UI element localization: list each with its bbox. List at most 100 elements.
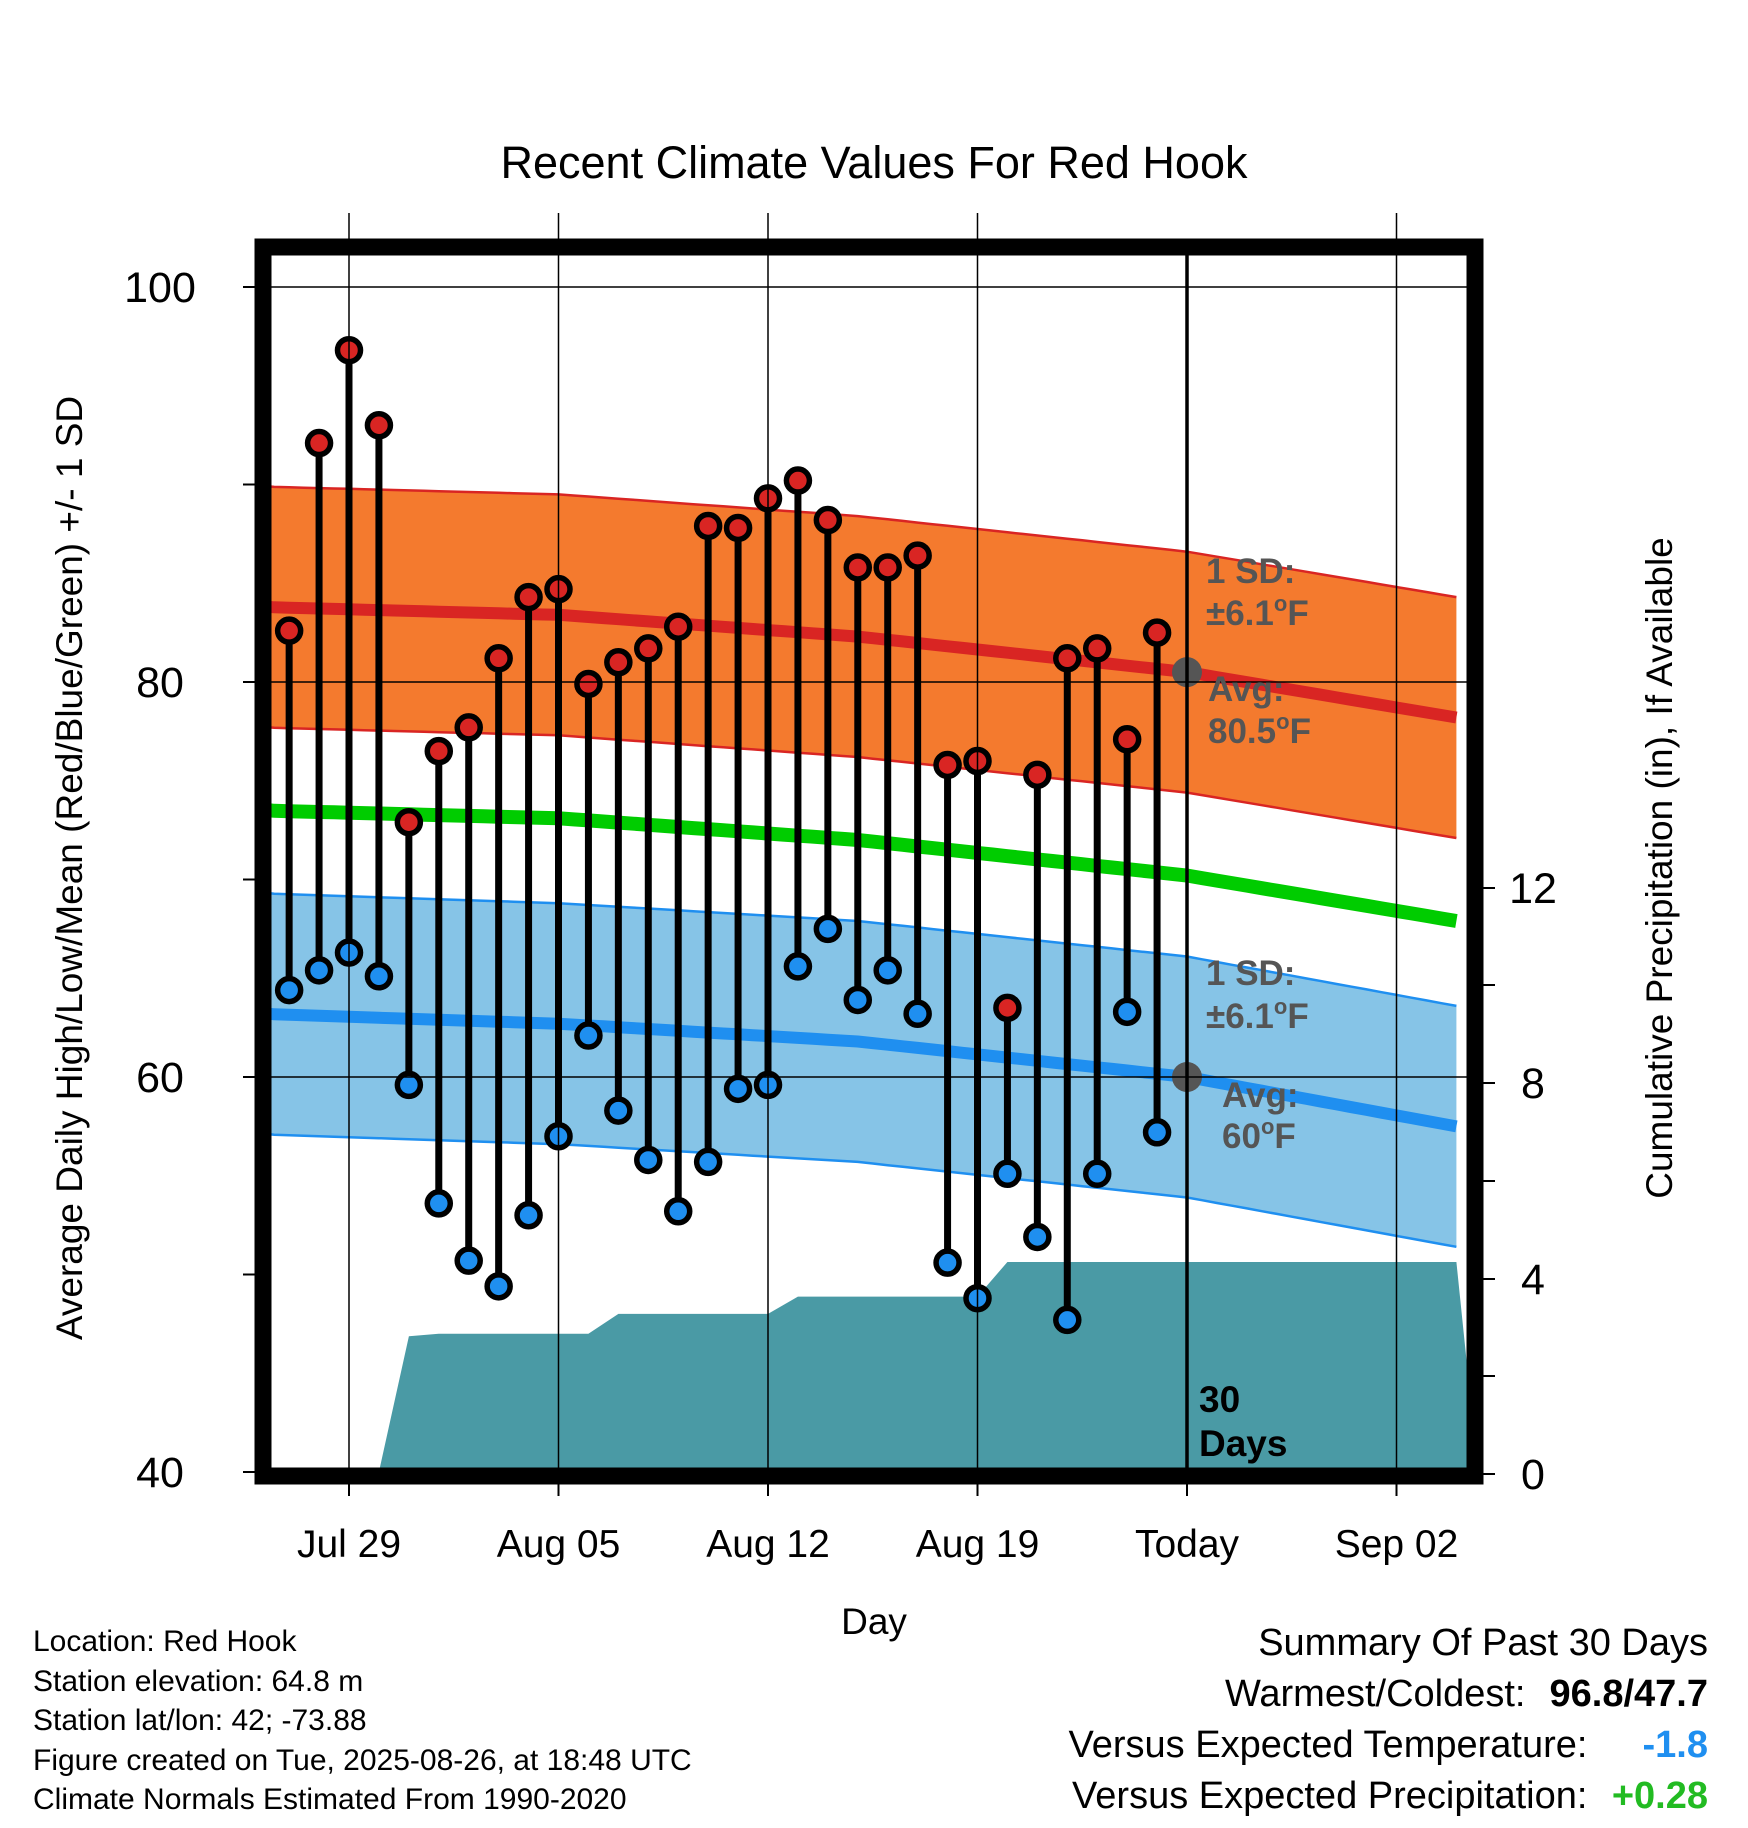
daily-low-point (873, 956, 902, 985)
annotation-text: 1 SD: (1206, 954, 1295, 993)
latlon-text: Station lat/lon: 42; -73.88 (33, 1704, 367, 1737)
x-axis-label: Day (841, 1601, 907, 1642)
y2-tick-label: 4 (1521, 1256, 1545, 1304)
daily-low-point (424, 1189, 454, 1218)
warm-cold-slash: / (1623, 1673, 1635, 1715)
daily-low-point (933, 1248, 962, 1277)
annotation-text: ±6.1oF (1206, 994, 1309, 1036)
daily-low-point (274, 975, 304, 1005)
daily-low-point (693, 1147, 723, 1177)
daily-low-point (604, 1096, 633, 1125)
daily-high-point (873, 553, 902, 582)
daily-high-point (484, 644, 513, 673)
y2-tick-label: 0 (1521, 1451, 1545, 1499)
daily-low-point (304, 956, 334, 985)
today-window-label: 30 (1199, 1379, 1240, 1420)
daily-low-point (1082, 1159, 1112, 1189)
y2-axis-label: Cumulative Precipitation (in), If Availa… (1639, 537, 1680, 1199)
warm-cold-label: Warmest/Coldest: (1224, 1673, 1526, 1715)
y-tick-label: 100 (124, 264, 196, 312)
daily-high-point (1082, 634, 1112, 663)
x-tick-label: Sep 02 (1335, 1523, 1459, 1566)
daily-high-point (993, 993, 1022, 1023)
daily-high-point (1142, 618, 1172, 647)
daily-low-point (454, 1246, 483, 1275)
daily-high-point (574, 669, 603, 699)
daily-low-point (813, 914, 843, 944)
temp-anomaly-row: Versus Expected Temperature: -1.8 (1069, 1720, 1708, 1771)
daily-low-point (1112, 997, 1142, 1027)
daily-low-point (1142, 1118, 1172, 1147)
annotation-text: 80.5oF (1208, 709, 1311, 751)
daily-low-point (993, 1159, 1022, 1189)
daily-low-point (663, 1197, 693, 1226)
daily-high-point (394, 807, 424, 837)
annotation-text: ±6.1oF (1206, 591, 1309, 633)
temp-anomaly-value: -1.8 (1642, 1724, 1708, 1766)
daily-high-point (514, 582, 543, 612)
low-sd-band-lower-edge (269, 1133, 1457, 1249)
daily-low-point (903, 999, 932, 1029)
daily-low-point (723, 1074, 753, 1104)
high-annotation: 1 SD:±6.1oF Avg:80.5oF (1206, 552, 1311, 751)
daily-low-point (783, 952, 813, 981)
elevation-text: Station elevation: 64.8 m (33, 1664, 364, 1698)
daily-high-point (903, 541, 932, 570)
daily-high-point (663, 612, 693, 641)
daily-high-point (454, 713, 483, 742)
precip-anomaly-row: Versus Expected Precipitation: +0.28 (1069, 1771, 1708, 1822)
daily-high-point (933, 750, 962, 780)
y-tick-label: 60 (136, 1054, 184, 1102)
plot-frame (254, 238, 1484, 1485)
created-text: Figure created on Tue, 2025-08-26, at 18… (33, 1743, 692, 1777)
daily-high-point (634, 634, 663, 663)
daily-high-point (424, 736, 454, 766)
daily-high-point (843, 553, 873, 582)
daily-low-point (484, 1272, 513, 1301)
daily-high-point (783, 466, 813, 495)
summary-title: Summary Of Past 30 Days (1258, 1622, 1708, 1664)
summary-panel: Summary Of Past 30 Days Warmest/Coldest:… (1069, 1618, 1708, 1822)
y2-tick-label: 12 (1509, 865, 1557, 913)
high-sd-band (270, 486, 1457, 838)
daily-low-point (514, 1201, 543, 1230)
y2-tick-label: 8 (1521, 1060, 1545, 1108)
annotation-text: Avg: (1222, 1076, 1298, 1115)
daily-low-point (574, 1021, 603, 1050)
normals-text: Climate Normals Estimated From 1990-2020 (33, 1783, 627, 1816)
y-tick-label: 40 (136, 1449, 184, 1497)
x-tick-label: Aug 05 (497, 1523, 621, 1566)
daily-low-point (843, 985, 873, 1015)
daily-low-point (394, 1070, 424, 1100)
daily-high-point (1023, 760, 1052, 790)
daily-high-point (813, 505, 843, 535)
x-tick-label: Aug 19 (916, 1523, 1040, 1566)
station-info: Location: Red Hook Station elevation: 64… (33, 1622, 692, 1820)
x-tick-label: Jul 29 (297, 1523, 401, 1566)
chart-title: Recent Climate Values For Red Hook (501, 137, 1248, 188)
precip-anomaly-value: +0.28 (1611, 1775, 1708, 1817)
warmest-value: 96.8 (1549, 1673, 1624, 1715)
annotation-text: 60oF (1222, 1114, 1296, 1156)
daily-high-point (364, 411, 394, 440)
daily-high-point (274, 616, 304, 645)
daily-low-point (1053, 1305, 1082, 1335)
daily-high-point (723, 513, 753, 543)
y-axis-label: Average Daily High/Low/Mean (Red/Blue/Gr… (49, 396, 90, 1340)
coldest-value: 47.7 (1634, 1673, 1708, 1715)
x-tick-label: Aug 12 (706, 1523, 830, 1566)
avg-low-line (269, 1007, 1458, 1133)
warm-cold-value: 96.8/47.7 (1550, 1669, 1709, 1720)
daily-low-point (1023, 1222, 1052, 1252)
precip-area (270, 1262, 1478, 1472)
today-window-label: Days (1199, 1423, 1287, 1464)
location-text: Location: Red Hook (33, 1625, 297, 1658)
high-sd-band-upper-edge (269, 485, 1457, 599)
daily-low-point (634, 1145, 663, 1175)
precip-anomaly-label: Versus Expected Precipitation: (1072, 1775, 1588, 1817)
daily-low-point (364, 962, 394, 991)
temp-anomaly-label: Versus Expected Temperature: (1068, 1724, 1588, 1766)
warm-cold-row: Warmest/Coldest: 96.8/47.7 (1069, 1669, 1708, 1720)
